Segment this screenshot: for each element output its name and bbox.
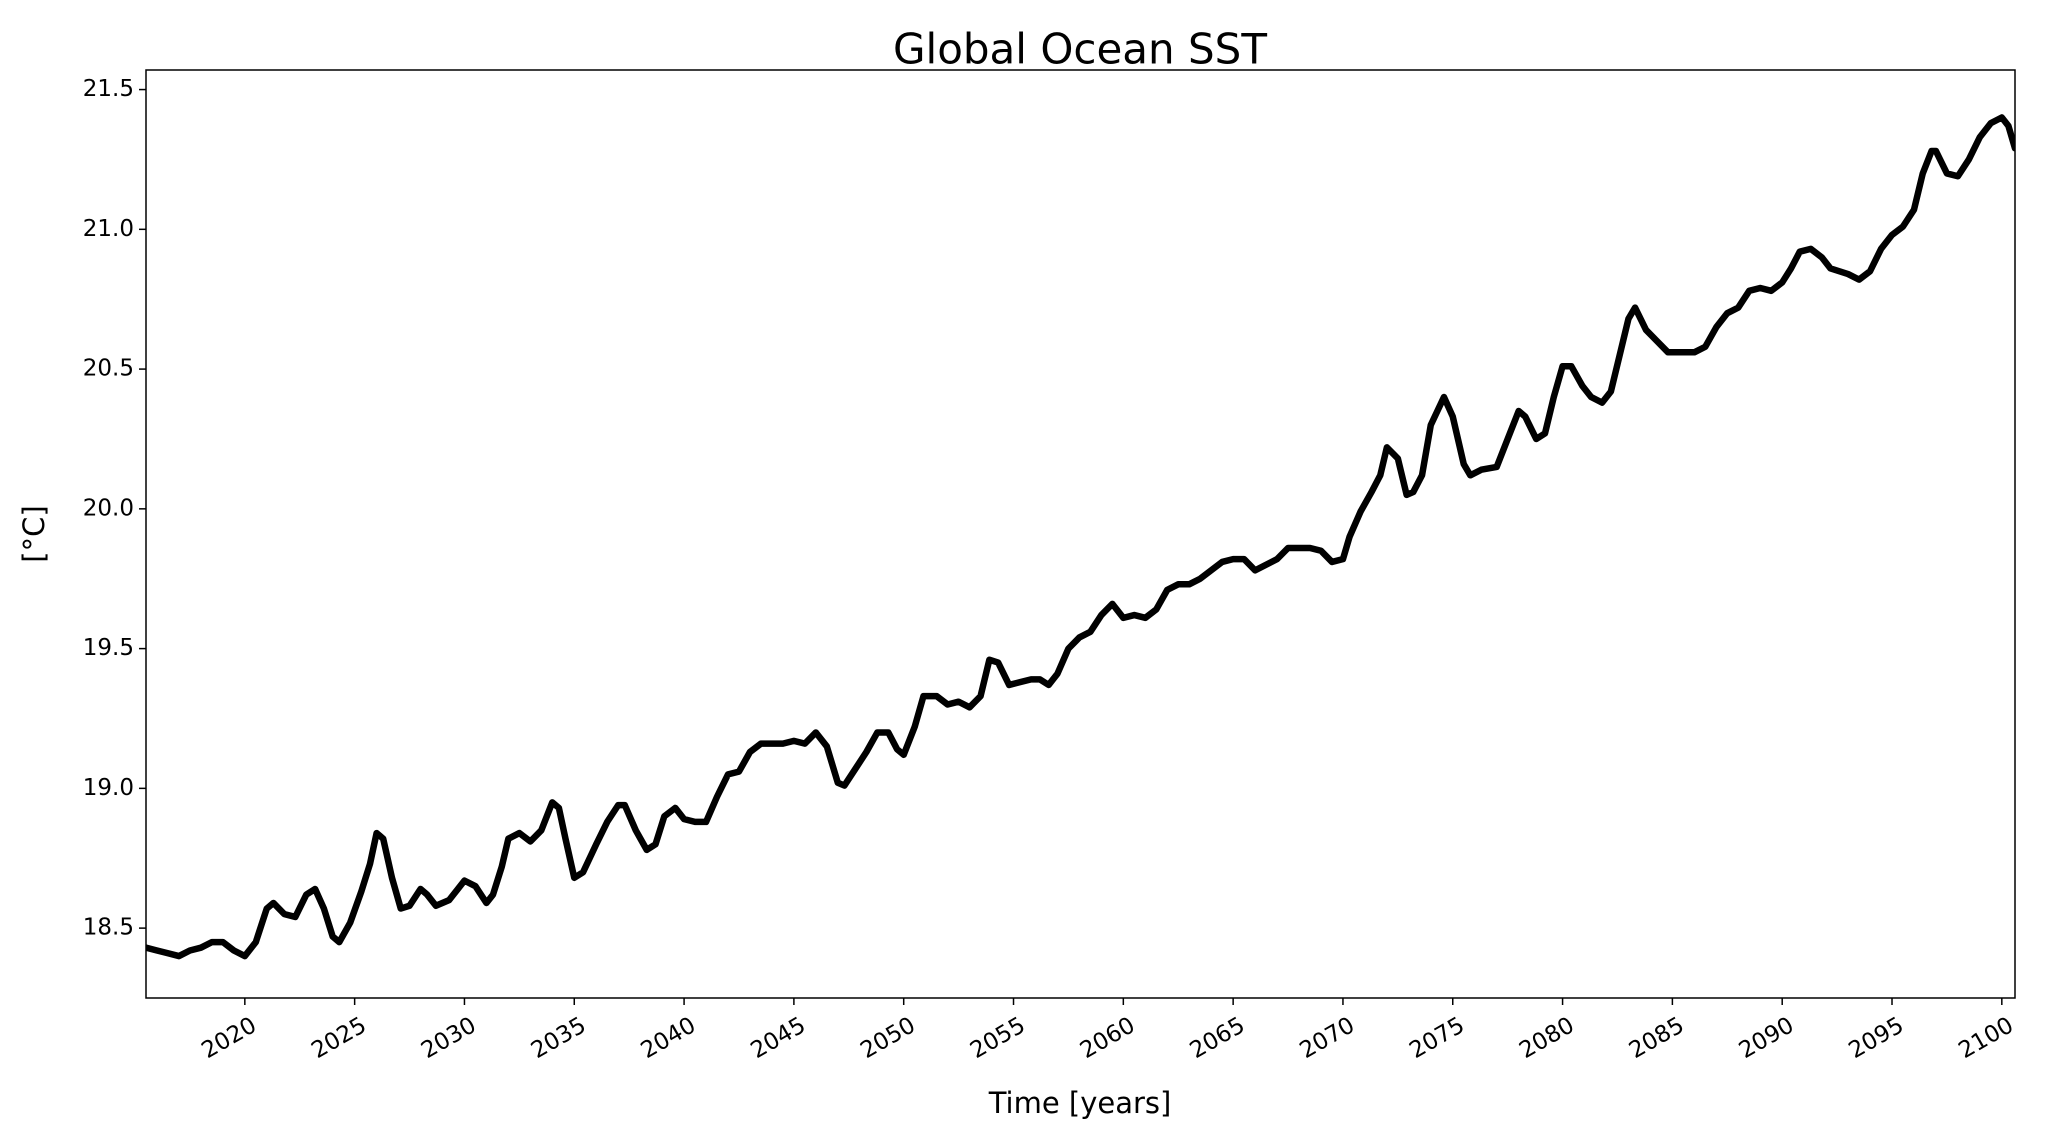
x-tick-label: 2030: [417, 1012, 481, 1064]
chart-title: Global Ocean SST: [893, 25, 1267, 74]
x-tick-label: 2035: [527, 1012, 591, 1064]
x-tick-label: 2065: [1186, 1012, 1250, 1064]
x-tick-label: 2050: [856, 1012, 920, 1064]
x-tick-label: 2055: [966, 1012, 1030, 1064]
x-tick-label: 2095: [1845, 1012, 1909, 1064]
y-tick-label: 21.0: [83, 216, 134, 242]
y-tick-label: 20.5: [83, 356, 134, 382]
x-tick-label: 2060: [1076, 1012, 1140, 1064]
x-tick-label: 2040: [637, 1012, 701, 1064]
y-axis-label: [°C]: [17, 505, 51, 562]
y-tick-label: 18.5: [83, 915, 134, 941]
plot-frame: [145, 69, 2016, 999]
x-tick-label: 2020: [197, 1012, 261, 1064]
x-tick-label: 2090: [1735, 1012, 1799, 1064]
x-tick-label: 2080: [1515, 1012, 1579, 1064]
x-tick-label: 2070: [1295, 1012, 1359, 1064]
x-axis-label: Time [years]: [988, 1086, 1172, 1120]
y-tick-label: 21.5: [83, 76, 134, 102]
line: [146, 114, 2015, 960]
y-tick-label: 20.0: [83, 495, 134, 521]
x-tick-label: 2045: [746, 1012, 810, 1064]
y-tick-label: 19.5: [83, 635, 134, 661]
x-tick-label: 2085: [1625, 1012, 1689, 1064]
x-tick-label: 2075: [1405, 1012, 1469, 1064]
y-tick-label: 19.0: [83, 775, 134, 801]
x-tick-label: 2025: [307, 1012, 371, 1064]
x-tick-label: 2100: [1954, 1012, 2018, 1064]
